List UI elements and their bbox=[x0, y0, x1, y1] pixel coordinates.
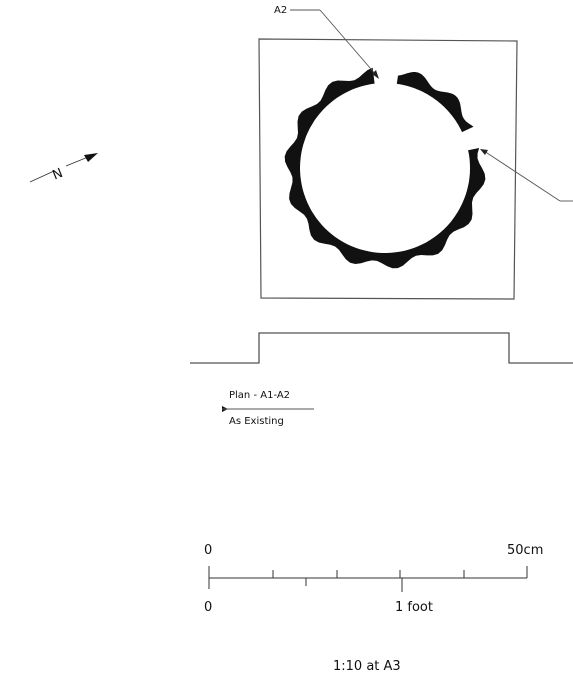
section-ring bbox=[284, 67, 486, 269]
scale-imperial-start: 0 bbox=[204, 600, 212, 615]
plan-subtitle: As Existing bbox=[229, 416, 284, 427]
ring-segment-upper-right bbox=[396, 72, 474, 133]
scale-metric-start: 0 bbox=[204, 543, 212, 558]
plan-outline bbox=[258, 38, 518, 300]
a2-arrowhead bbox=[372, 70, 379, 79]
a1-arrowhead bbox=[480, 149, 488, 155]
north-arrow: N bbox=[29, 153, 98, 184]
a2-label: A2 bbox=[274, 5, 287, 16]
a2-leader-diagonal bbox=[319, 9, 378, 77]
north-letter: N bbox=[51, 166, 66, 184]
plan-title: Plan - A1-A2 bbox=[229, 390, 290, 401]
scale-metric-end: 50cm bbox=[507, 543, 543, 558]
scale-note: 1:10 at A3 bbox=[333, 659, 401, 674]
section-profile bbox=[190, 332, 573, 364]
a1-leader bbox=[483, 150, 561, 202]
scale-bar bbox=[208, 566, 528, 592]
scale-imperial-end: 1 foot bbox=[395, 600, 433, 615]
